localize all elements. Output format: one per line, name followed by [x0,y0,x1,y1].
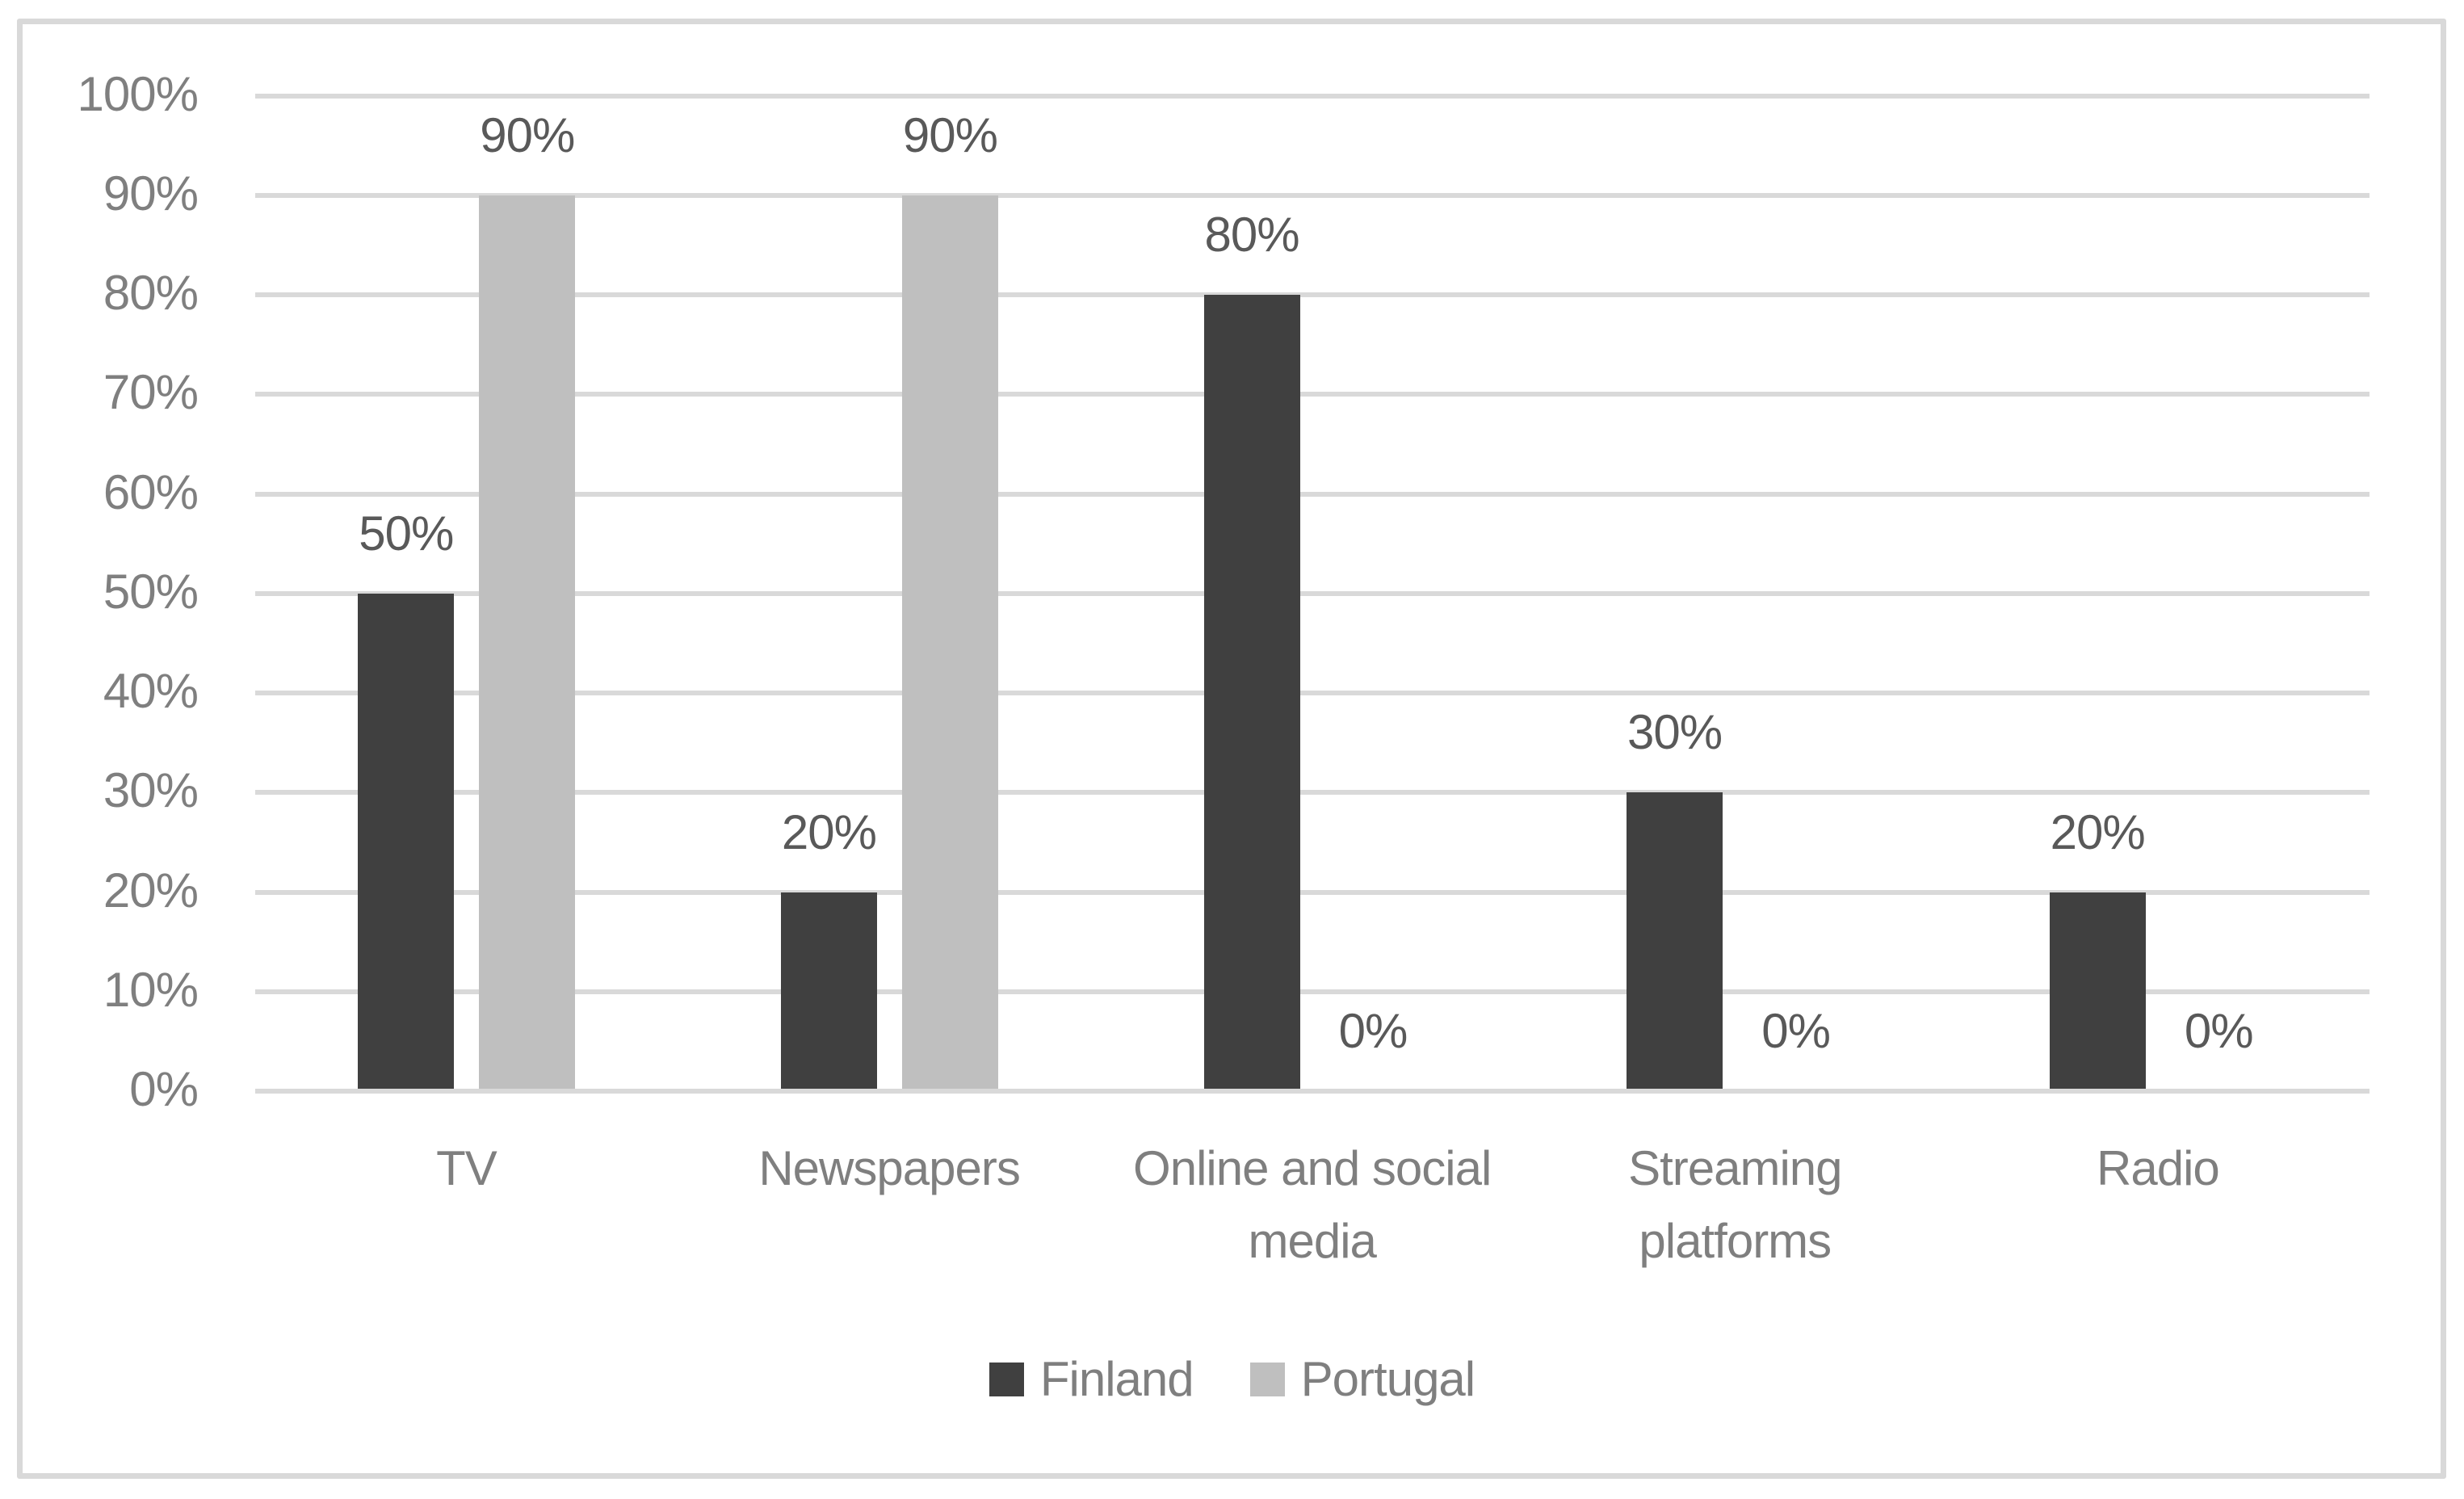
gridline [255,1089,2370,1094]
gridline [255,192,2370,198]
category-label-line: Radio [2097,1141,2220,1195]
data-label: 80% [1204,208,1299,262]
bar-portugal [479,195,576,1089]
y-axis-tick-label: 30% [103,763,199,818]
legend-item-portugal: Portugal [1249,1350,1475,1409]
category-label-line: Newspapers [758,1141,1021,1195]
gridline [255,989,2370,994]
data-label: 90% [902,107,998,162]
gridline [255,392,2370,397]
gridline [255,889,2370,895]
bar-finland [1627,792,1723,1089]
legend-label-portugal: Portugal [1300,1352,1475,1406]
category-label-line: media [1248,1214,1376,1268]
legend-label-finland: Finland [1039,1352,1194,1406]
y-axis-tick-label: 100% [77,66,199,121]
data-label: 50% [359,506,454,561]
data-label: 20% [2050,804,2146,859]
y-axis-tick-label: 0% [129,1062,199,1116]
legend-item-finland: Finland [989,1350,1194,1409]
y-axis-tick-label: 10% [103,962,199,1017]
legend-swatch-portugal [1249,1363,1285,1396]
category-label-line: Online and social [1133,1141,1492,1195]
gridline [255,790,2370,796]
gridline [255,491,2370,497]
x-axis-category-label: TV [255,1132,678,1205]
gridline [255,292,2370,297]
data-label: 20% [781,804,877,859]
gridline [255,691,2370,695]
y-axis-tick-label: 20% [103,863,199,917]
bar-finland [2049,892,2146,1089]
bar-portugal [901,195,998,1089]
gridline [255,590,2370,596]
x-axis-category-label: Online and social media [1101,1132,1523,1278]
y-axis-tick-label: 40% [103,664,199,718]
category-label-line: Streaming [1628,1141,1842,1195]
y-axis-tick-label: 80% [103,266,199,320]
category-label-line: platforms [1639,1214,1832,1268]
x-axis-category-label: Newspapers [678,1132,1101,1205]
data-label: 0% [1338,1004,1408,1058]
x-axis-category-label: Radio [1946,1132,2369,1205]
data-label: 0% [1761,1004,1831,1058]
bar-finland [1203,295,1300,1089]
gridline [255,93,2370,99]
y-axis-tick-label: 90% [103,166,199,220]
y-axis-tick-label: 60% [103,464,199,519]
data-label: 0% [2184,1004,2254,1058]
bar-finland [780,892,877,1089]
data-label: 90% [480,107,575,162]
category-label-line: TV [436,1141,497,1195]
data-label: 30% [1627,705,1723,760]
legend: Finland Portugal [0,1350,2464,1409]
y-axis-tick-label: 70% [103,365,199,420]
x-axis-category-label: Streaming platforms [1524,1132,1946,1278]
legend-swatch-finland [989,1363,1024,1396]
bar-finland [358,593,455,1089]
y-axis-tick-label: 50% [103,564,199,619]
